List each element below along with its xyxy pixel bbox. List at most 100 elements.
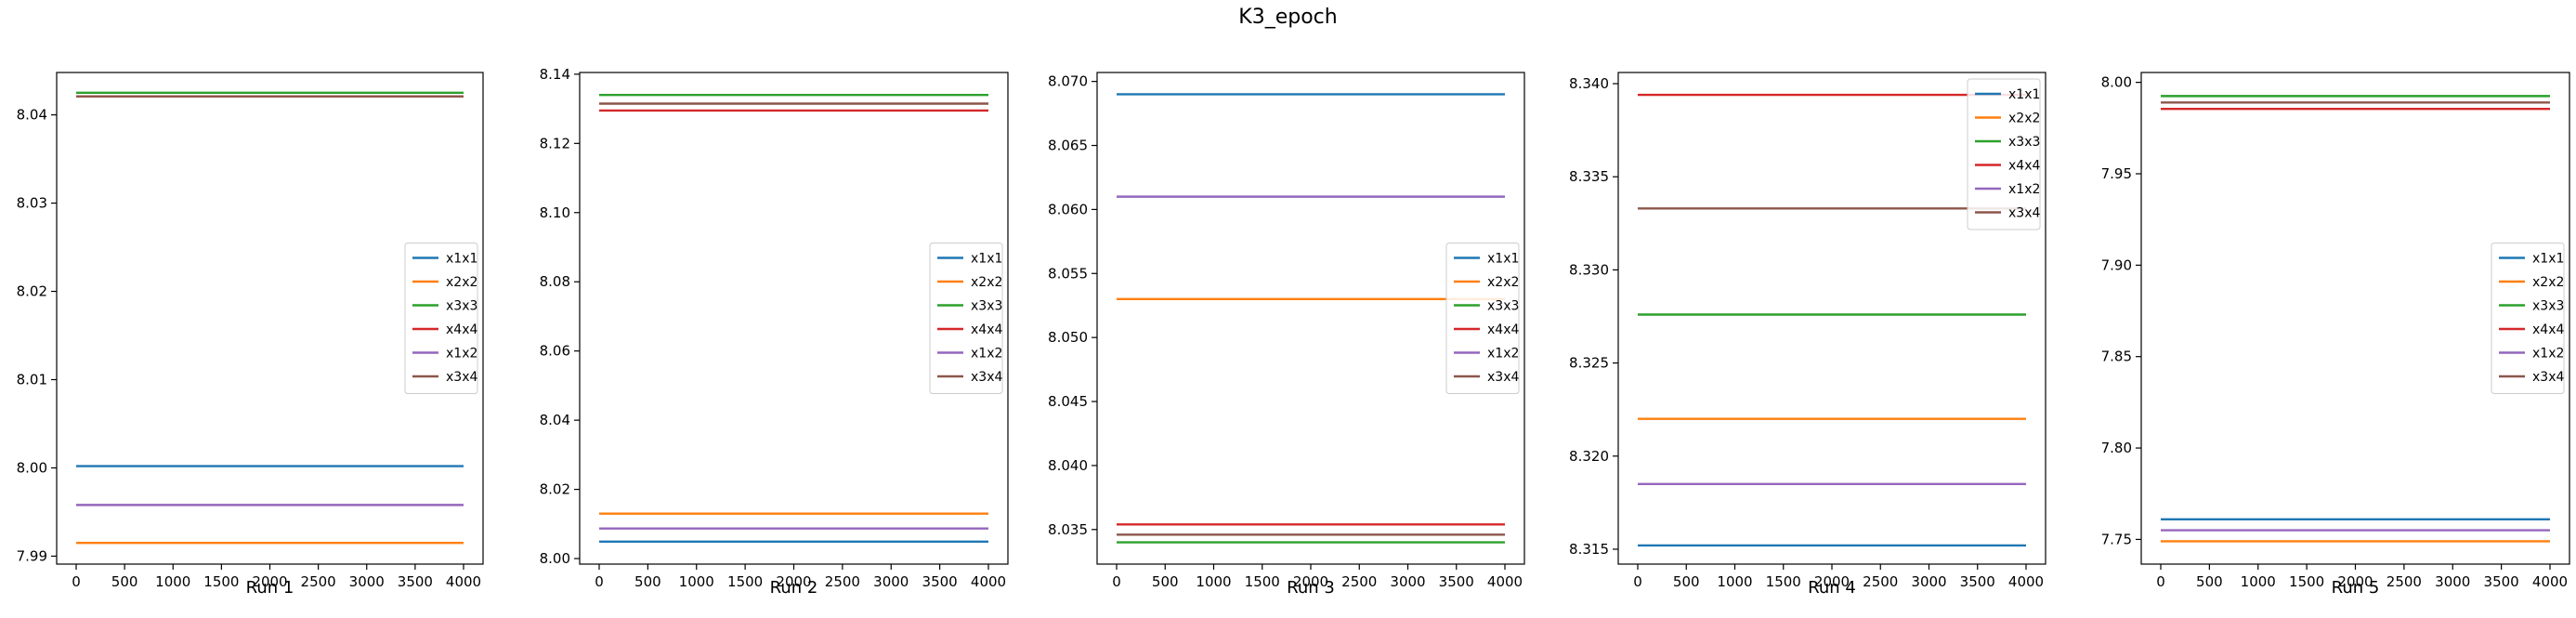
legend-entry-label: x4x4: [971, 322, 1002, 337]
subplot-4: 0 500 1000 1500 2000 2500 3000 3500 4000 8.315 8.3…: [1569, 72, 2046, 598]
y-tick-label: 8.065: [1048, 138, 1088, 154]
x-tick-label: 1000: [155, 573, 190, 590]
legend: x1x1 x2x2 x3x3 x4x4 x1x2 x3x4: [1445, 243, 1520, 394]
x-tick-label: 1000: [1196, 573, 1231, 590]
figure-title: K3_epoch: [1238, 6, 1338, 29]
legend-entry-label: x4x4: [2532, 322, 2564, 337]
y-tick-label: 8.02: [540, 481, 570, 498]
y-tick-label: 8.10: [540, 204, 570, 221]
y-tick-label: 7.90: [2101, 256, 2132, 273]
x-tick-label: 3500: [1960, 573, 1995, 590]
y-tick-label: 8.04: [540, 412, 570, 428]
x-tick-label: 500: [1152, 573, 1179, 590]
legend-entry-label: x3x3: [2008, 135, 2040, 150]
y-tick-label: 8.335: [1569, 168, 1609, 185]
y-tick-label: 8.060: [1048, 201, 1088, 217]
x-tick-label: 500: [111, 573, 138, 590]
x-axis-label: Run 5: [2332, 578, 2380, 598]
y-tick-label: 8.00: [540, 550, 570, 567]
legend-entry-label: x1x2: [2008, 182, 2040, 197]
legend-entry-label: x1x1: [2008, 87, 2040, 102]
y-tick-label: 8.06: [540, 343, 570, 360]
x-tick-label: 1500: [727, 573, 763, 590]
legend-entry-label: x1x2: [446, 347, 477, 362]
y-tick-label: 8.035: [1048, 521, 1088, 538]
legend-entry-label: x2x2: [2008, 112, 2040, 126]
legend-entry-label: x1x2: [1487, 347, 1519, 362]
legend-entry-label: x1x1: [2532, 252, 2564, 267]
x-tick-label: 500: [2196, 573, 2223, 590]
legend-entry-label: x2x2: [446, 275, 477, 290]
legend-entry-label: x1x2: [2532, 347, 2564, 362]
y-tick-label: 7.85: [2101, 348, 2132, 365]
x-axis-label: Run 4: [1808, 578, 1856, 598]
x-tick-label: 3500: [1439, 573, 1474, 590]
x-tick-label: 1000: [2241, 573, 2276, 590]
legend-entry-label: x2x2: [2532, 275, 2564, 290]
x-tick-label: 0: [595, 573, 604, 590]
x-tick-label: 2000: [1293, 573, 1328, 590]
y-tick-label: 7.99: [17, 547, 47, 564]
legend-entry-label: x1x1: [1487, 252, 1519, 267]
x-tick-label: 2000: [776, 573, 811, 590]
x-tick-label: 3000: [873, 573, 909, 590]
x-tick-label: 3500: [922, 573, 958, 590]
x-axis-label: Run 2: [770, 578, 818, 598]
x-tick-label: 3000: [349, 573, 385, 590]
legend: x1x1 x2x2 x3x3 x4x4 x1x2 x3x4: [404, 243, 478, 394]
y-tick-label: 8.070: [1048, 73, 1088, 90]
x-tick-label: 2500: [825, 573, 860, 590]
x-tick-label: 0: [1112, 573, 1121, 590]
y-tick-label: 8.325: [1569, 355, 1609, 372]
x-axis-label: Run 3: [1287, 578, 1335, 598]
y-tick-label: 8.14: [540, 66, 570, 83]
legend-entry-label: x4x4: [446, 322, 477, 337]
x-tick-label: 1500: [1245, 573, 1280, 590]
y-tick-label: 7.95: [2101, 165, 2132, 182]
x-tick-label: 3500: [2484, 573, 2519, 590]
y-tick-label: 8.00: [17, 459, 47, 476]
subplot-2: 0 500 1000 1500 2000 2500 3000 3500 4000 8.00 8.02…: [540, 66, 1009, 598]
legend-entry-label: x3x3: [446, 299, 477, 314]
x-tick-label: 1000: [1717, 573, 1752, 590]
x-tick-label: 3000: [1390, 573, 1425, 590]
x-tick-label: 4000: [2532, 573, 2568, 590]
y-tick-label: 8.340: [1569, 75, 1609, 92]
y-tick-label: 8.00: [2101, 74, 2132, 91]
y-tick-label: 8.03: [17, 195, 47, 212]
x-tick-label: 3000: [2435, 573, 2470, 590]
x-tick-label: 3500: [398, 573, 433, 590]
legend-entry-label: x1x2: [971, 347, 1002, 362]
legend-entry-label: x3x3: [2532, 299, 2564, 314]
legend-entry-label: x4x4: [2008, 159, 2040, 174]
legend-entry-label: x3x3: [1487, 299, 1519, 314]
legend-entry-label: x4x4: [1487, 322, 1519, 337]
x-tick-label: 1000: [679, 573, 714, 590]
legend: x1x1 x2x2 x3x3 x4x4 x1x2 x3x4: [929, 243, 1003, 394]
y-tick-label: 8.01: [17, 372, 47, 388]
y-tick-label: 8.320: [1569, 448, 1609, 465]
y-tick-label: 8.040: [1048, 457, 1088, 474]
legend-entry-label: x3x4: [971, 370, 1002, 385]
y-tick-label: 8.12: [540, 135, 570, 151]
x-tick-label: 2500: [1341, 573, 1377, 590]
legend-entry-label: x2x2: [1487, 275, 1519, 290]
x-axis-label: Run 1: [246, 578, 294, 598]
x-tick-label: 1500: [1766, 573, 1801, 590]
legend-entry-label: x3x4: [2008, 206, 2040, 221]
x-tick-label: 500: [634, 573, 661, 590]
y-tick-label: 8.08: [540, 273, 570, 290]
y-tick-label: 8.330: [1569, 261, 1609, 278]
x-tick-label: 2500: [301, 573, 336, 590]
y-tick-label: 8.050: [1048, 329, 1088, 346]
legend-entry-label: x1x1: [446, 252, 477, 267]
x-tick-label: 0: [2156, 573, 2165, 590]
x-tick-label: 4000: [446, 573, 481, 590]
x-tick-label: 2000: [2337, 573, 2373, 590]
subplot-1: 0 500 1000 1500 2000 2500 3000 3500 4000 7.99 8.00…: [17, 72, 484, 598]
legend-entry-label: x3x4: [1487, 370, 1519, 385]
y-tick-label: 8.045: [1048, 393, 1088, 410]
x-tick-label: 2000: [1814, 573, 1850, 590]
x-tick-label: 0: [1633, 573, 1642, 590]
